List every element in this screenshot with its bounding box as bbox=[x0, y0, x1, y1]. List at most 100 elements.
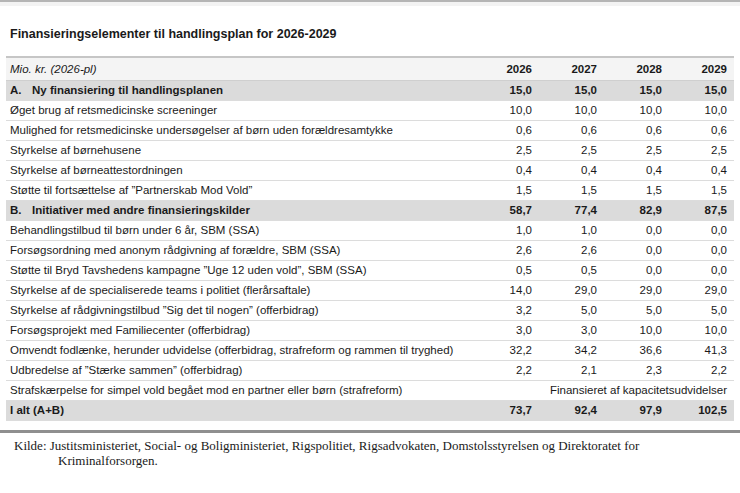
row-value: 73,7 bbox=[474, 401, 539, 421]
row-value: 15,0 bbox=[604, 81, 669, 101]
row-value: 10,0 bbox=[604, 101, 669, 121]
row-label: Udbredelse af ”Stærke sammen” (offerbidr… bbox=[6, 361, 474, 381]
row-value: 29,0 bbox=[539, 281, 604, 301]
row-value: 77,4 bbox=[539, 201, 604, 221]
table-row: Forsøgsordning med anonym rådgivning af … bbox=[6, 241, 734, 261]
row-value: 0,4 bbox=[539, 161, 604, 181]
source-note: Kilde: Justitsministeriet, Social- og Bo… bbox=[14, 438, 728, 468]
row-label: B.Initiativer med andre finansieringskil… bbox=[6, 201, 474, 221]
table-row: Støtte til Bryd Tavshedens kampagne ”Uge… bbox=[6, 261, 734, 281]
row-value: 0,0 bbox=[604, 261, 669, 281]
row-value: 58,7 bbox=[474, 201, 539, 221]
row-label: Mulighed for retsmedicinske undersøgelse… bbox=[6, 121, 474, 141]
row-value: 29,0 bbox=[669, 281, 734, 301]
table-row: Styrkelse af de specialiserede teams i p… bbox=[6, 281, 734, 301]
row-label: I alt (A+B) bbox=[6, 401, 474, 421]
row-value: 0,6 bbox=[474, 121, 539, 141]
row-label: Styrkelse af rådgivningstilbud ”Sig det … bbox=[6, 301, 474, 321]
table-row: A.Ny finansiering til handlingsplanen15,… bbox=[6, 81, 734, 101]
table-row: Øget brug af retsmedicinske screeninger1… bbox=[6, 101, 734, 121]
table-row: Omvendt fodlænke, herunder udvidelse (of… bbox=[6, 341, 734, 361]
row-value: 0,0 bbox=[669, 221, 734, 241]
row-label: Forsøgsordning med anonym rådgivning af … bbox=[6, 241, 474, 261]
row-label: A.Ny finansiering til handlingsplanen bbox=[6, 81, 474, 101]
unit-label: Mio. kr. (2026-pl) bbox=[6, 57, 474, 81]
year-column-header: 2027 bbox=[539, 57, 604, 81]
window-top-edge bbox=[0, 0, 740, 6]
table-row: Styrkelse af børnehusene2,52,52,52,5 bbox=[6, 141, 734, 161]
table-row: Udbredelse af ”Stærke sammen” (offerbidr… bbox=[6, 361, 734, 381]
row-value: 3,2 bbox=[474, 301, 539, 321]
row-value: 82,9 bbox=[604, 201, 669, 221]
row-value: 10,0 bbox=[474, 101, 539, 121]
row-value: 29,0 bbox=[604, 281, 669, 301]
row-value: 92,4 bbox=[539, 401, 604, 421]
row-value: 32,2 bbox=[474, 341, 539, 361]
row-value: 0,4 bbox=[604, 161, 669, 181]
row-value: 0,4 bbox=[669, 161, 734, 181]
row-value: 5,0 bbox=[604, 301, 669, 321]
row-label: Styrkelse af børneattestordningen bbox=[6, 161, 474, 181]
row-value: 2,2 bbox=[474, 361, 539, 381]
table-row: Behandlingstilbud til børn under 6 år, S… bbox=[6, 221, 734, 241]
row-value: 1,5 bbox=[669, 181, 734, 201]
table-row: Strafskærpelse for simpel vold begået mo… bbox=[6, 381, 734, 401]
row-label: Forsøgsprojekt med Familiecenter (offerb… bbox=[6, 321, 474, 341]
row-note: Finansieret af kapacitetsudvidelser bbox=[474, 381, 734, 401]
row-value: 10,0 bbox=[604, 321, 669, 341]
row-value: 15,0 bbox=[669, 81, 734, 101]
table-row: Styrkelse af rådgivningstilbud ”Sig det … bbox=[6, 301, 734, 321]
year-column-header: 2029 bbox=[669, 57, 734, 81]
row-value: 1,5 bbox=[604, 181, 669, 201]
row-value: 10,0 bbox=[669, 321, 734, 341]
row-label: Støtte til fortsættelse af ”Partnerskab … bbox=[6, 181, 474, 201]
row-value: 2,5 bbox=[669, 141, 734, 161]
row-value: 2,6 bbox=[539, 241, 604, 261]
table-body: A.Ny finansiering til handlingsplanen15,… bbox=[6, 81, 734, 421]
row-value: 14,0 bbox=[474, 281, 539, 301]
row-value: 34,2 bbox=[539, 341, 604, 361]
row-label: Øget brug af retsmedicinske screeninger bbox=[6, 101, 474, 121]
table-header: Mio. kr. (2026-pl) 2026 2027 2028 2029 bbox=[6, 57, 734, 81]
row-value: 2,5 bbox=[604, 141, 669, 161]
row-value: 0,0 bbox=[604, 221, 669, 241]
year-column-header: 2026 bbox=[474, 57, 539, 81]
row-value: 10,0 bbox=[669, 101, 734, 121]
row-value: 1,0 bbox=[474, 221, 539, 241]
table-row: B.Initiativer med andre finansieringskil… bbox=[6, 201, 734, 221]
row-label: Styrkelse af børnehusene bbox=[6, 141, 474, 161]
row-value: 0,6 bbox=[669, 121, 734, 141]
row-value: 0,6 bbox=[539, 121, 604, 141]
row-label: Behandlingstilbud til børn under 6 år, S… bbox=[6, 221, 474, 241]
row-value: 2,1 bbox=[539, 361, 604, 381]
row-value: 3,0 bbox=[474, 321, 539, 341]
row-value: 1,5 bbox=[539, 181, 604, 201]
row-value: 102,5 bbox=[669, 401, 734, 421]
row-value: 0,4 bbox=[474, 161, 539, 181]
row-value: 15,0 bbox=[474, 81, 539, 101]
financing-table: Mio. kr. (2026-pl) 2026 2027 2028 2029 A… bbox=[6, 56, 734, 421]
table-row: I alt (A+B)73,792,497,9102,5 bbox=[6, 401, 734, 421]
row-value: 1,5 bbox=[474, 181, 539, 201]
row-value: 2,6 bbox=[474, 241, 539, 261]
separator-rule bbox=[0, 430, 740, 433]
year-column-header: 2028 bbox=[604, 57, 669, 81]
row-value: 15,0 bbox=[539, 81, 604, 101]
row-value: 0,0 bbox=[604, 241, 669, 261]
row-label: Styrkelse af de specialiserede teams i p… bbox=[6, 281, 474, 301]
row-value: 3,0 bbox=[539, 321, 604, 341]
table-row: Forsøgsprojekt med Familiecenter (offerb… bbox=[6, 321, 734, 341]
row-value: 36,6 bbox=[604, 341, 669, 361]
row-value: 1,0 bbox=[539, 221, 604, 241]
row-value: 2,5 bbox=[474, 141, 539, 161]
row-value: 0,0 bbox=[669, 241, 734, 261]
row-value: 97,9 bbox=[604, 401, 669, 421]
header-row: Mio. kr. (2026-pl) 2026 2027 2028 2029 bbox=[6, 57, 734, 81]
row-value: 2,3 bbox=[604, 361, 669, 381]
row-value: 87,5 bbox=[669, 201, 734, 221]
row-value: 5,0 bbox=[539, 301, 604, 321]
row-value: 2,2 bbox=[669, 361, 734, 381]
row-prefix: A. bbox=[10, 83, 32, 98]
row-value: 5,0 bbox=[669, 301, 734, 321]
row-value: 41,3 bbox=[669, 341, 734, 361]
